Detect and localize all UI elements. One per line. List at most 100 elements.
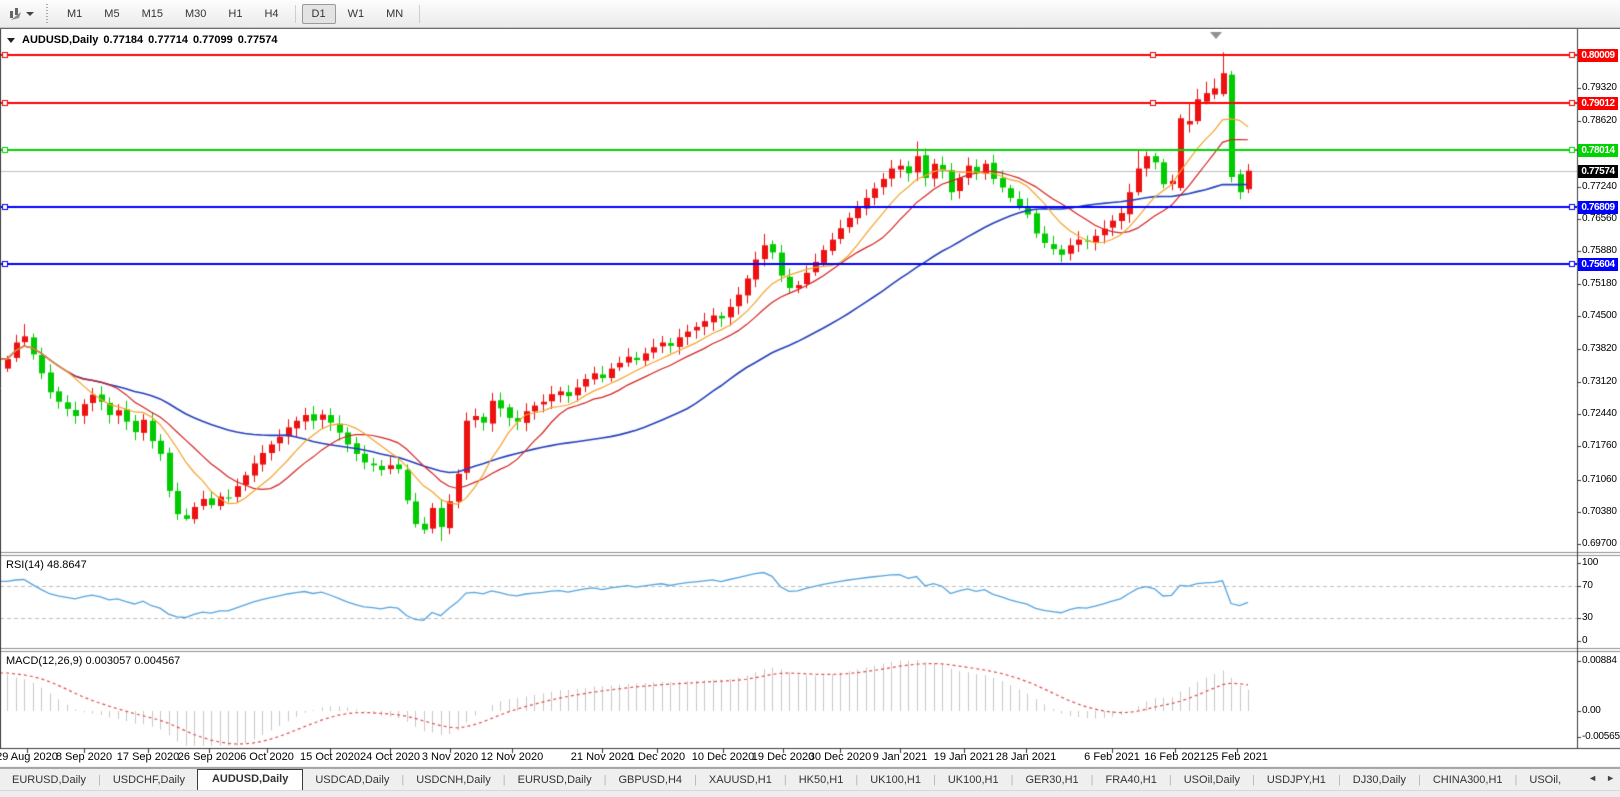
date-tick-label: 19 Jan 2021 <box>933 751 995 763</box>
price-tick-label: 0.71060 <box>1582 473 1617 485</box>
price-tick-label: 0.77240 <box>1582 180 1617 192</box>
rsi-tick-label: 0 <box>1582 635 1588 646</box>
tab-divider: | <box>1168 774 1172 786</box>
top-toolbar: M1 M5 M15 M30 H1 H4 D1 W1 MN <box>0 0 1620 28</box>
timeframe-button-w1[interactable]: W1 <box>347 7 365 20</box>
tab-divider: | <box>1251 774 1255 786</box>
tab-audusd-daily[interactable]: AUDUSD,Daily <box>196 769 304 790</box>
tab-usoil-daily[interactable]: USOil,Daily <box>1183 774 1240 786</box>
tab-scroll-left-icon[interactable]: ◄ <box>1588 773 1598 783</box>
tab-ger30-h1[interactable]: GER30,H1 <box>1025 774 1079 786</box>
price-tick-label: 0.74500 <box>1582 310 1617 322</box>
tab-divider: | <box>603 774 607 786</box>
symbol-dropdown-icon <box>7 37 15 43</box>
tab-china300-h1[interactable]: CHINA300,H1 <box>1432 774 1503 786</box>
date-tick-label: 19 Dec 2020 <box>751 751 815 763</box>
tab-divider: | <box>855 774 859 786</box>
tab-usdchf-daily[interactable]: USDCHF,Daily <box>112 774 185 786</box>
date-tick-label: 15 Oct 2020 <box>300 751 360 763</box>
timeframe-button-h1[interactable]: H1 <box>228 7 243 20</box>
tab-scroll: ◄ ► <box>1585 771 1618 785</box>
tab-divider: | <box>97 774 101 786</box>
tab-xauusd-h1[interactable]: XAUUSD,H1 <box>708 774 772 786</box>
hline-price-flag: 0.76809 <box>1578 200 1618 214</box>
price-tick-label: 0.76560 <box>1582 212 1617 224</box>
date-tick-label: 12 Nov 2020 <box>480 751 544 763</box>
price-tick-label: 0.78620 <box>1582 115 1617 127</box>
tab-divider: | <box>502 774 506 786</box>
price-tick-label: 0.79320 <box>1582 81 1617 93</box>
timeframe-button-mn[interactable]: MN <box>386 7 404 20</box>
toolbar-separator <box>294 4 296 23</box>
tab-divider: | <box>932 774 936 786</box>
ohlc-low: 0.77099 <box>192 34 233 46</box>
date-tick-label: 16 Feb 2021 <box>1144 751 1206 763</box>
chart-symbol-period: AUDUSD,Daily <box>22 34 99 46</box>
tab-eurusd-daily[interactable]: EURUSD,Daily <box>12 774 86 786</box>
date-tick-label: 10 Dec 2020 <box>691 751 755 763</box>
timeframe-button-m5[interactable]: M5 <box>104 7 120 20</box>
price-tick-label: 0.72440 <box>1582 408 1617 420</box>
price-tick-label: 0.73820 <box>1582 342 1617 354</box>
macd-tick-label: 0.00 <box>1582 705 1601 716</box>
date-tick-label: 9 Jan 2021 <box>872 751 928 763</box>
tab-fra40-h1[interactable]: FRA40,H1 <box>1105 774 1157 786</box>
timeframe-button-m30[interactable]: M30 <box>184 7 207 20</box>
status-strip <box>0 790 1620 797</box>
chart-canvas[interactable] <box>0 29 1620 769</box>
timeframe-buttons: M1 M5 M15 M30 H1 H4 D1 W1 MN <box>56 3 425 24</box>
date-tick-label: 21 Nov 2020 <box>570 751 634 763</box>
tab-scroll-right-icon[interactable]: ► <box>1606 773 1615 783</box>
symbol-tab-bar: EURUSD,Daily | USDCHF,Daily AUDUSD,Daily USD… <box>0 768 1620 790</box>
toolbar-grip[interactable] <box>46 3 48 24</box>
tab-uk100-h1[interactable]: UK100,H1 <box>870 774 921 786</box>
ohlc-close: 0.77574 <box>237 34 278 46</box>
rsi-tick-label: 70 <box>1582 580 1593 592</box>
date-tick-label: 24 Oct 2020 <box>360 751 420 763</box>
tab-usdcad-daily[interactable]: USDCAD,Daily <box>315 774 390 786</box>
tab-uk100-h1[interactable]: UK100,H1 <box>947 774 999 786</box>
timeframe-button-m15[interactable]: M15 <box>141 7 163 20</box>
date-tick-label: 28 Jan 2021 <box>995 751 1057 763</box>
tab-divider: | <box>1337 774 1341 786</box>
timeframe-button-m1[interactable]: M1 <box>67 7 83 20</box>
timeframe-button-d1[interactable]: D1 <box>301 3 336 24</box>
tab-usdcnh-daily[interactable]: USDCNH,Daily <box>416 774 491 786</box>
price-tick-label: 0.73120 <box>1582 375 1617 387</box>
tab-divider: | <box>1090 774 1094 786</box>
price-tick-label: 0.70380 <box>1582 505 1617 517</box>
date-tick-label: 30 Dec 2020 <box>808 751 872 763</box>
hline-price-flag: 0.79012 <box>1578 96 1618 110</box>
tab-usdjpy-h1[interactable]: USDJPY,H1 <box>1266 774 1326 786</box>
macd-tick-label: -0.00565 <box>1582 731 1620 742</box>
date-tick-label: 1 Dec 2020 <box>628 751 686 763</box>
rsi-label: RSI(14) 48.8647 <box>6 559 87 571</box>
date-tick-label: 25 Feb 2021 <box>1206 751 1268 763</box>
tab-usoil-[interactable]: USOil, <box>1529 774 1562 786</box>
toolbar-separator <box>419 4 421 23</box>
timeframe-button-h4[interactable]: H4 <box>264 7 279 20</box>
date-tick-label: 26 Sep 2020 <box>177 751 241 763</box>
chart-tool-icon[interactable] <box>6 6 24 22</box>
tab-divider: | <box>1417 774 1421 786</box>
date-tick-label: 6 Feb 2021 <box>1084 751 1140 763</box>
date-tick-label: 17 Sep 2020 <box>116 751 180 763</box>
tab-hk50-h1[interactable]: HK50,H1 <box>798 774 844 786</box>
rsi-tick-label: 30 <box>1582 611 1593 623</box>
current-price-flag: 0.77574 <box>1578 164 1618 178</box>
hline-price-flag: 0.78014 <box>1578 143 1618 157</box>
tab-eurusd-daily[interactable]: EURUSD,Daily <box>517 774 592 786</box>
price-tick-label: 0.75880 <box>1582 245 1617 256</box>
tab-gbpusd-h4[interactable]: GBPUSD,H4 <box>618 774 683 786</box>
rsi-tick-label: 100 <box>1582 557 1599 568</box>
chart-header: AUDUSD,Daily 0.77184 0.77714 0.77099 0.7… <box>7 34 277 46</box>
tab-divider: | <box>401 774 405 786</box>
price-tick-label: 0.71760 <box>1582 440 1617 452</box>
tab-dj30-daily[interactable]: DJ30,Daily <box>1352 774 1406 786</box>
hline-price-flag: 0.75604 <box>1578 258 1618 272</box>
hline-price-flag: 0.80009 <box>1578 49 1618 63</box>
tab-divider: | <box>783 774 787 786</box>
chart-window: AUDUSD,Daily 0.77184 0.77714 0.77099 0.7… <box>0 28 1620 769</box>
chevron-down-icon[interactable] <box>26 11 34 16</box>
